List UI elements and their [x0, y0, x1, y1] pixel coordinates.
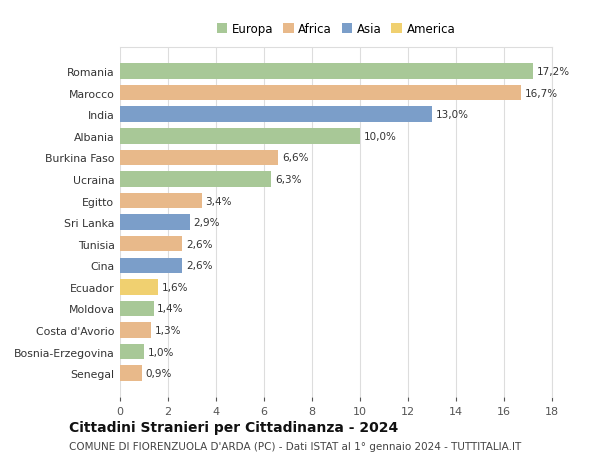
Bar — [120, 258, 182, 274]
Bar — [120, 85, 521, 101]
Text: 2,6%: 2,6% — [186, 261, 212, 271]
Text: 16,7%: 16,7% — [524, 89, 557, 98]
Text: 1,0%: 1,0% — [148, 347, 174, 357]
Text: 3,4%: 3,4% — [205, 196, 232, 206]
Text: 6,6%: 6,6% — [282, 153, 308, 163]
Bar — [120, 129, 360, 144]
Bar — [120, 172, 271, 187]
Text: 10,0%: 10,0% — [364, 131, 397, 141]
Text: 6,3%: 6,3% — [275, 174, 301, 185]
Text: COMUNE DI FIORENZUOLA D'ARDA (PC) - Dati ISTAT al 1° gennaio 2024 - TUTTITALIA.I: COMUNE DI FIORENZUOLA D'ARDA (PC) - Dati… — [69, 441, 521, 451]
Text: 1,3%: 1,3% — [155, 325, 181, 336]
Legend: Europa, Africa, Asia, America: Europa, Africa, Asia, America — [213, 19, 459, 39]
Text: Cittadini Stranieri per Cittadinanza - 2024: Cittadini Stranieri per Cittadinanza - 2… — [69, 420, 398, 434]
Bar — [120, 323, 151, 338]
Text: 2,6%: 2,6% — [186, 239, 212, 249]
Text: 2,9%: 2,9% — [193, 218, 220, 228]
Text: 1,4%: 1,4% — [157, 304, 184, 314]
Bar — [120, 107, 432, 123]
Bar — [120, 280, 158, 295]
Bar — [120, 215, 190, 230]
Text: 17,2%: 17,2% — [536, 67, 569, 77]
Text: 0,9%: 0,9% — [145, 369, 172, 378]
Text: 1,6%: 1,6% — [162, 282, 188, 292]
Bar — [120, 301, 154, 317]
Bar — [120, 366, 142, 381]
Bar — [120, 64, 533, 79]
Bar — [120, 193, 202, 209]
Bar — [120, 344, 144, 360]
Text: 13,0%: 13,0% — [436, 110, 469, 120]
Bar — [120, 150, 278, 166]
Bar — [120, 236, 182, 252]
